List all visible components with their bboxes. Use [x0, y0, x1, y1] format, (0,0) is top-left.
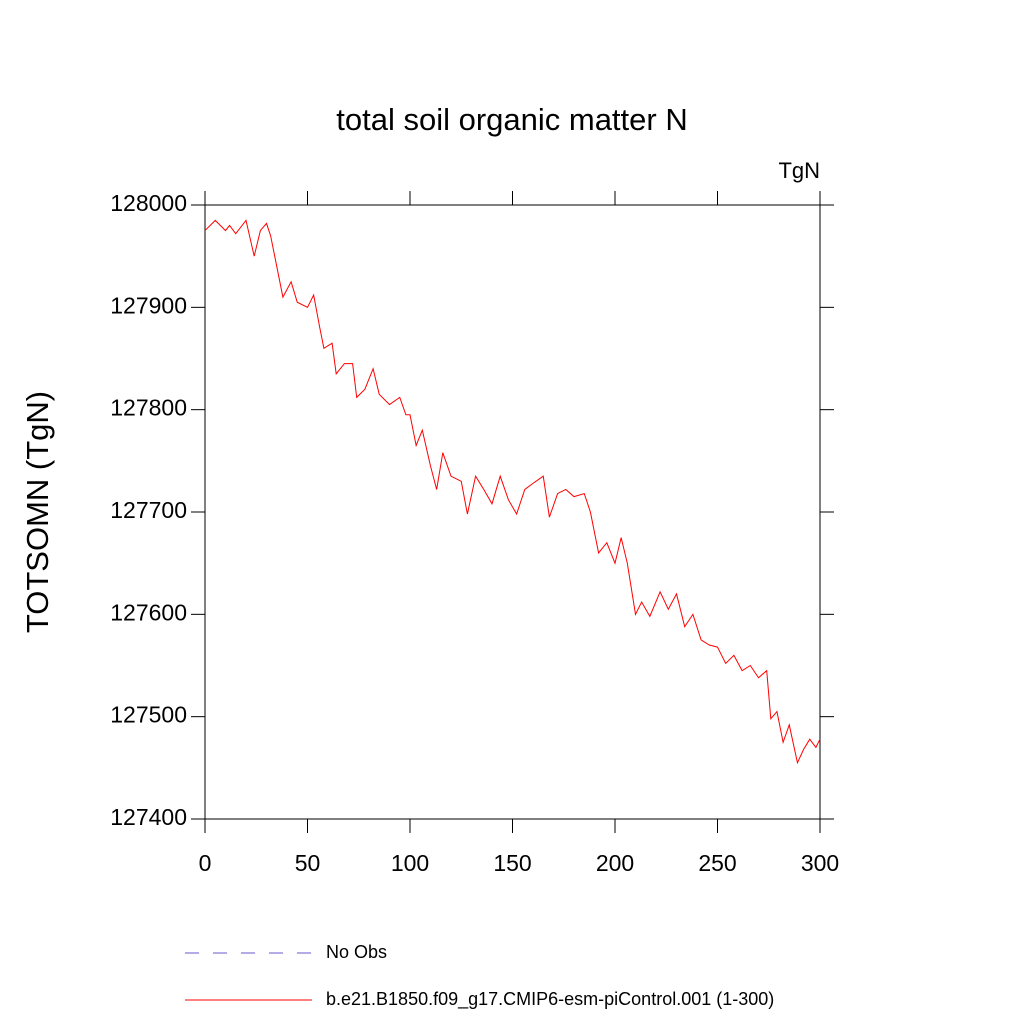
y-tick-label: 127900 [110, 292, 187, 318]
x-tick-label: 200 [596, 850, 634, 876]
plot-frame [204, 204, 821, 820]
y-tick-label: 127800 [110, 395, 187, 421]
x-tick-label: 50 [295, 850, 321, 876]
chart-title: total soil organic matter N [336, 102, 687, 137]
x-tick-label: 250 [698, 850, 736, 876]
y-tick-label: 128000 [110, 190, 187, 216]
y-tick-label: 127400 [110, 804, 187, 830]
x-tick-label: 150 [493, 850, 531, 876]
y-axis-label: TOTSOMN (TgN) [20, 391, 55, 633]
legend-label: No Obs [326, 942, 387, 962]
y-tick-label: 127700 [110, 497, 187, 523]
y-tick-label: 127500 [110, 702, 187, 728]
x-tick-label: 300 [801, 850, 839, 876]
data-line [204, 219, 821, 765]
legend-label: b.e21.B1850.f09_g17.CMIP6-esm-piControl.… [326, 989, 774, 1010]
y-tick-label: 127600 [110, 599, 187, 625]
x-tick-label: 0 [199, 850, 212, 876]
x-tick-label: 100 [391, 850, 429, 876]
units-label: TgN [778, 158, 820, 183]
